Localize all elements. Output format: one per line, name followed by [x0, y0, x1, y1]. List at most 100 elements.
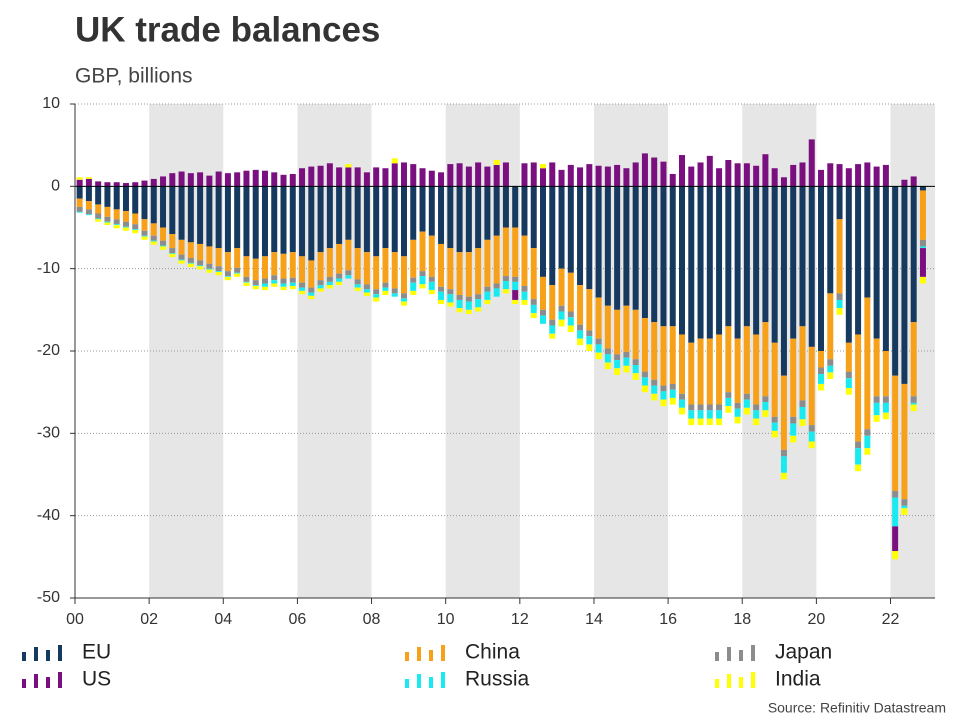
bar-segment: [354, 186, 361, 249]
bar-segment: [697, 338, 704, 405]
bar-segment: [539, 315, 546, 324]
bar-segment: [308, 292, 315, 296]
bar-segment: [660, 326, 667, 386]
legend-swatch: [727, 647, 731, 661]
bar-segment: [586, 289, 593, 331]
bar-segment: [818, 186, 825, 351]
legend-swatch: [46, 650, 50, 661]
bar-segment: [873, 166, 880, 187]
bar-segment: [892, 551, 899, 560]
bar-segment: [187, 263, 194, 268]
bar-segment: [595, 297, 602, 339]
bar-segment: [447, 289, 454, 295]
bar-segment: [688, 186, 695, 343]
bar-segment: [243, 256, 250, 277]
bar-segment: [336, 281, 343, 286]
bar-segment: [95, 204, 102, 214]
bar-segment: [725, 397, 732, 407]
bar-segment: [419, 231, 426, 272]
bar-segment: [641, 153, 648, 187]
legend-swatch: [22, 679, 26, 688]
bar-segment: [586, 164, 593, 187]
bar-segment: [697, 162, 704, 187]
legend-swatch: [441, 672, 445, 688]
bar-segment: [169, 186, 176, 235]
bar-segment: [95, 213, 102, 219]
y-tick-label: -20: [37, 342, 60, 359]
bar-segment: [252, 285, 259, 286]
bar-segment: [475, 294, 482, 300]
bar-segment: [169, 173, 176, 187]
bar-segment: [280, 253, 287, 279]
legend-swatch: [715, 652, 719, 661]
bar-segment: [234, 273, 241, 277]
bar-segment: [623, 351, 630, 358]
bar-segment: [280, 283, 287, 287]
bar-segment: [725, 159, 732, 187]
bar-segment: [549, 162, 556, 187]
bar-segment: [725, 406, 732, 413]
bar-segment: [632, 359, 639, 365]
y-tick-label: -50: [37, 589, 60, 606]
bar-segment: [706, 410, 713, 419]
bar-segment: [919, 239, 926, 247]
bar-segment: [438, 243, 445, 287]
bar-segment: [641, 377, 648, 386]
bar-segment: [725, 392, 732, 398]
bar-segment: [475, 299, 482, 308]
bar-segment: [790, 435, 797, 443]
bar-segment: [919, 276, 926, 284]
bar-segment: [215, 248, 222, 267]
bar-segment: [373, 294, 380, 298]
bar-segment: [679, 407, 686, 415]
bar-segment: [271, 275, 278, 281]
legend-swatch: [417, 674, 421, 688]
bar-segment: [197, 266, 204, 270]
bar-segment: [493, 283, 500, 289]
bar-segment: [197, 186, 204, 244]
bar-segment: [271, 252, 278, 276]
bar-segment: [391, 252, 398, 289]
bar-segment: [95, 219, 102, 222]
bar-segment: [150, 240, 157, 242]
bar-segment: [85, 177, 92, 179]
bar-segment: [261, 278, 268, 284]
legend-swatch: [22, 652, 26, 661]
legend-swatch: [727, 674, 731, 688]
bar-segment: [484, 186, 491, 240]
bar-segment: [400, 301, 407, 306]
bar-segment: [855, 441, 862, 449]
bar-segment: [679, 186, 686, 335]
x-tick-label: 04: [214, 611, 232, 628]
bar-segment: [345, 270, 352, 276]
legend-label: India: [775, 668, 821, 691]
y-tick-label: -30: [37, 425, 60, 442]
bar-segment: [197, 172, 204, 187]
bar-segment: [864, 435, 871, 449]
bar-segment: [771, 186, 778, 343]
bar-segment: [373, 289, 380, 295]
bar-segment: [716, 404, 723, 411]
bar-segment: [456, 295, 463, 300]
bar-segment: [345, 275, 352, 279]
bar-segment: [790, 338, 797, 417]
legend-swatch: [739, 650, 743, 661]
bar-segment: [299, 282, 306, 288]
plot-area: [75, 103, 935, 599]
bar-segment: [743, 399, 750, 408]
bar-segment: [447, 294, 454, 303]
bar-segment: [790, 164, 797, 187]
bar-segment: [771, 342, 778, 417]
bar-segment: [373, 167, 380, 187]
bar-segment: [771, 422, 778, 431]
bar-segment: [493, 288, 500, 297]
bar-segment: [716, 418, 723, 426]
bar-segment: [187, 186, 194, 243]
legend-swatch: [429, 650, 433, 661]
bar-segment: [780, 456, 787, 473]
bar-segment: [438, 172, 445, 187]
bar-segment: [373, 297, 380, 302]
bar-segment: [197, 260, 204, 266]
bar-segment: [614, 368, 621, 375]
bar-segment: [521, 299, 528, 305]
